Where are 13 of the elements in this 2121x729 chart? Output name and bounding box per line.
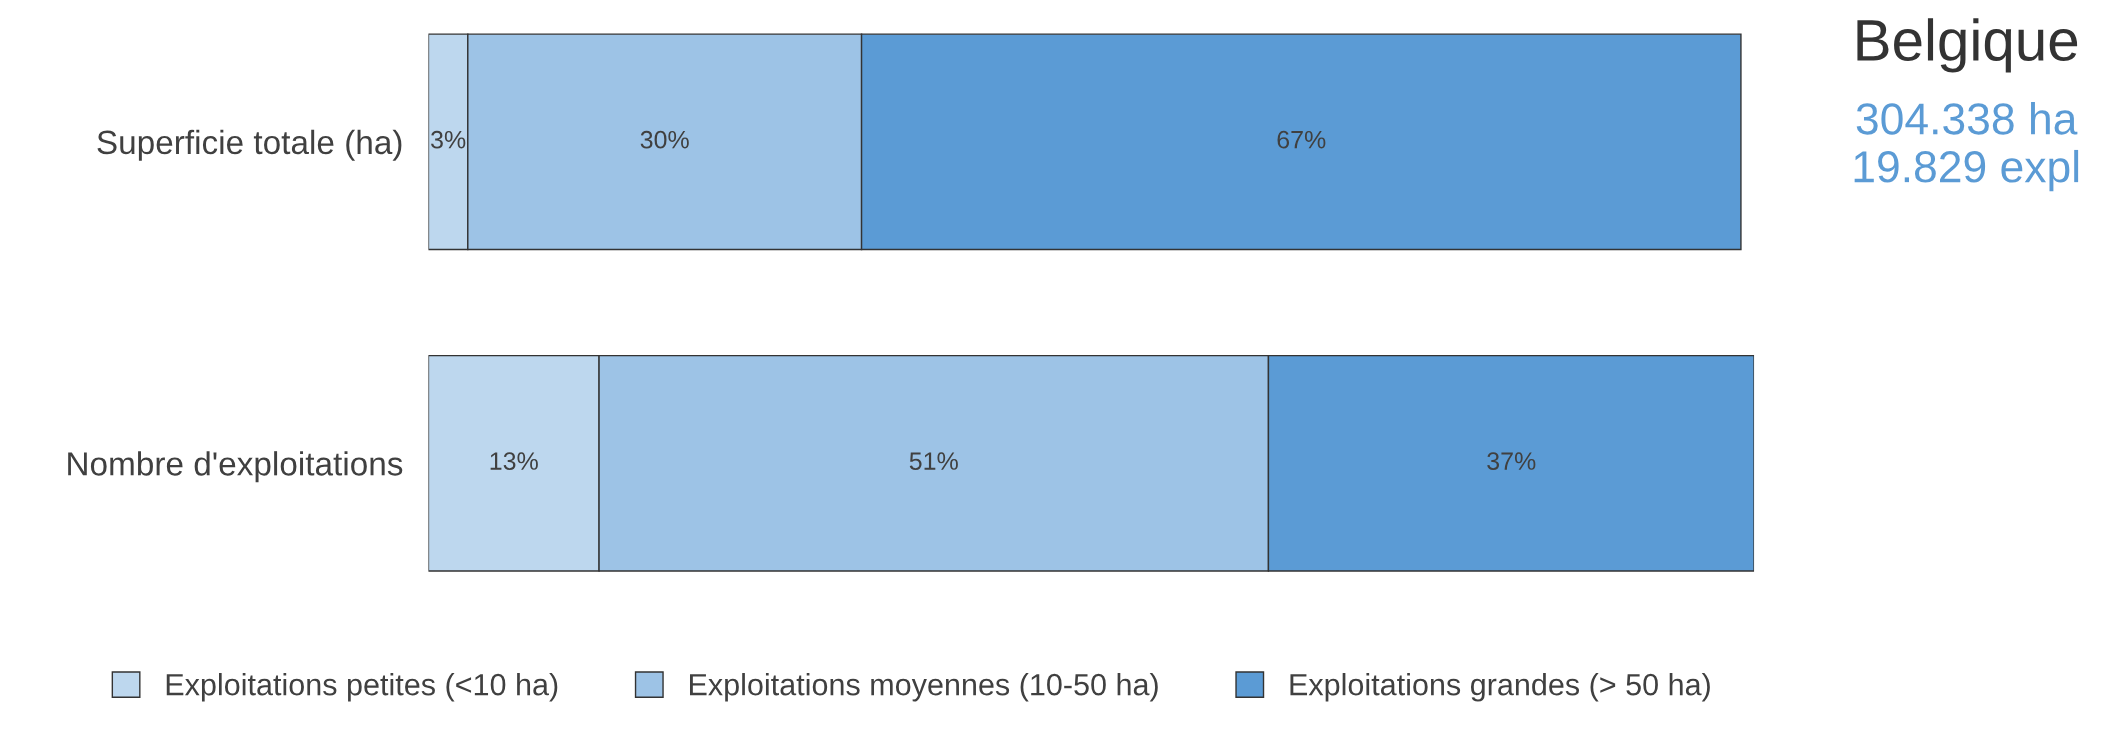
data-label: 37%	[1487, 452, 1536, 470]
data-label: 3%	[431, 130, 466, 149]
data-label: 30%	[640, 130, 689, 149]
y-tick-label: Superficie totale (ha)	[97, 129, 402, 161]
y-tick-label: Nombre d'exploitations	[68, 451, 403, 483]
data-label: 51%	[909, 452, 958, 470]
text: 304.338 ha 19.829 expl	[1854, 102, 2079, 192]
data-label: 67%	[1277, 130, 1326, 149]
legend-label: Exploitations moyennes (10-50 ha)	[690, 673, 1158, 702]
legend-label: Exploitations petites (<10 ha)	[166, 673, 558, 702]
data-label: 13%	[490, 452, 538, 470]
text: Belgique	[1857, 18, 2078, 73]
legend-label: Exploitations grandes (> 50 ha)	[1290, 673, 1710, 702]
